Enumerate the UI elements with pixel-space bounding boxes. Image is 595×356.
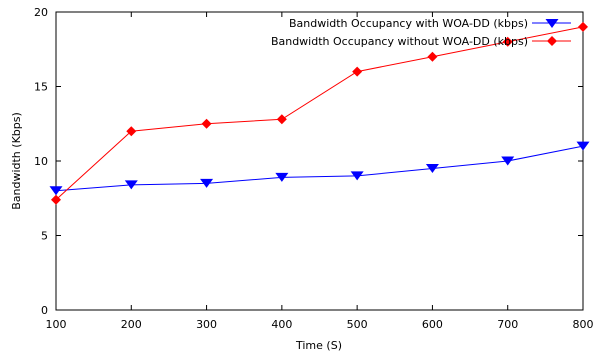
data-point-series-2 [201, 118, 212, 129]
axis-ticks [55, 11, 584, 311]
data-point-series-1 [576, 141, 590, 151]
legend-marker-series-1 [545, 19, 559, 28]
data-point-series-2 [578, 21, 588, 32]
series-layer [49, 21, 590, 205]
data-point-series-1 [501, 156, 515, 166]
legend: Bandwidth Occupancy with WOA-DD (kbps) B… [271, 17, 571, 48]
x-tick-label: 400 [271, 318, 292, 331]
y-tick-label: 10 [34, 155, 48, 168]
data-point-series-2 [51, 194, 61, 205]
data-point-series-2 [352, 66, 363, 77]
x-tick-label: 200 [121, 318, 142, 331]
data-point-series-1 [275, 172, 289, 182]
series-line-1 [55, 145, 584, 192]
data-point-series-2 [427, 51, 438, 62]
y-tick-label: 15 [34, 81, 48, 94]
x-tick-label: 300 [196, 318, 217, 331]
x-tick-label: 800 [573, 318, 594, 331]
legend-label-series-1: Bandwidth Occupancy with WOA-DD (kbps) [289, 17, 528, 30]
x-tick-label: 700 [497, 318, 518, 331]
x-tick-label: 600 [422, 318, 443, 331]
legend-marker-series-2 [547, 36, 557, 46]
series-line-2 [55, 26, 584, 201]
x-tick-label: 100 [46, 318, 67, 331]
y-tick-label: 5 [41, 230, 48, 243]
data-point-series-1 [350, 171, 364, 181]
y-tick-labels: 0 5 10 15 20 [34, 6, 48, 317]
data-point-series-1 [200, 178, 214, 188]
data-point-series-2 [502, 36, 513, 47]
y-tick-label: 0 [41, 304, 48, 317]
data-point-series-1 [49, 186, 63, 196]
legend-label-series-2: Bandwidth Occupancy without WOA-DD (kbps… [271, 35, 528, 48]
x-tick-label: 500 [347, 318, 368, 331]
y-tick-label: 20 [34, 6, 48, 19]
data-point-series-2 [126, 126, 137, 137]
x-axis-label: Time (S) [295, 339, 342, 352]
x-tick-labels: 100 200 300 400 500 600 700 800 [46, 318, 594, 331]
data-point-series-1 [124, 180, 138, 190]
data-point-series-1 [425, 163, 439, 173]
y-axis-label: Bandwidth (Kbps) [10, 112, 23, 210]
data-point-series-2 [276, 114, 287, 125]
